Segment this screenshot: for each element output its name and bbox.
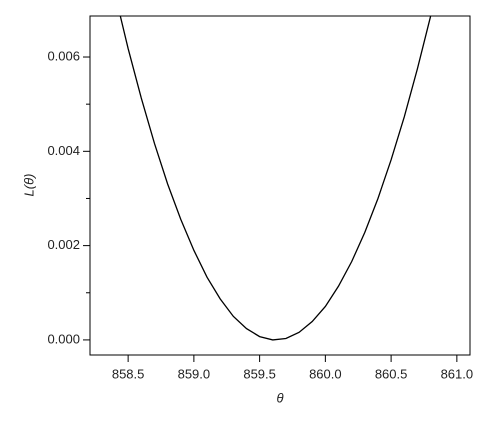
y-tick-label: 0.004 (47, 143, 80, 158)
x-tick-label: 860.5 (375, 366, 408, 381)
x-tick-label: 861.0 (441, 366, 474, 381)
y-axis-label: L(θ) (21, 174, 36, 197)
y-tick-label: 0.006 (47, 48, 80, 63)
x-tick-label: 859.5 (243, 366, 276, 381)
x-tick-label: 860.0 (309, 366, 342, 381)
data-line (119, 16, 432, 341)
x-tick-label: 859.0 (178, 366, 211, 381)
x-axis-label: θ (276, 390, 283, 405)
y-tick-label: 0.000 (47, 331, 80, 346)
x-tick-label: 858.5 (112, 366, 145, 381)
plot-frame (89, 15, 471, 356)
y-tick-label: 0.002 (47, 237, 80, 252)
